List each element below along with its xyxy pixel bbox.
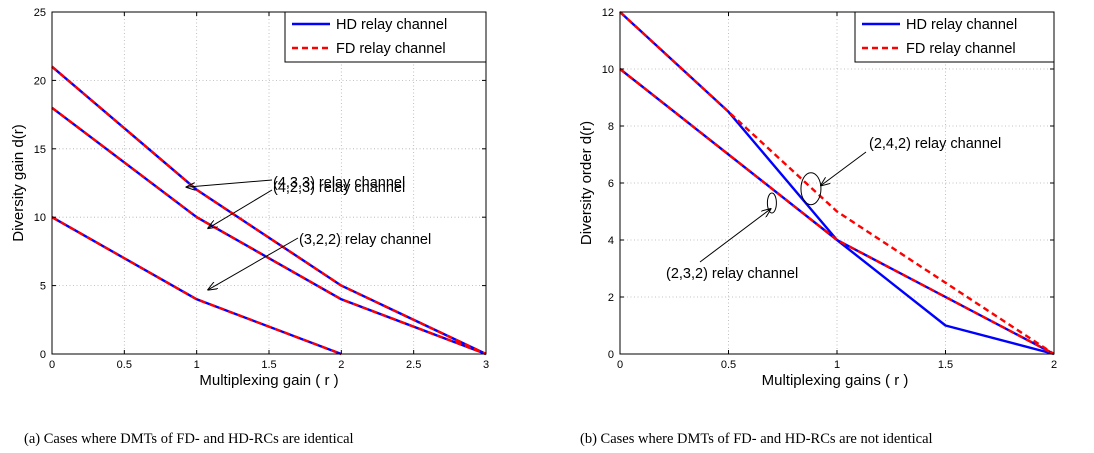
chart-a: 0 0.5 1 1.5 2 2.5 3 0 5 10 15 20 25 (4,3,3) relay ch… <box>10 7 489 447</box>
fd-series-line-433 <box>51 65 487 356</box>
annotation-arrow <box>208 237 299 290</box>
y-tick-label: 0 <box>40 349 46 361</box>
annotation-label: (3,2,2) relay channel <box>299 232 431 248</box>
y-tick-label: 25 <box>34 7 46 19</box>
y-tick-label: 20 <box>34 75 46 87</box>
chart-b-legend: HD relay channel FD relay channel <box>854 11 1055 63</box>
y-tick-label: 15 <box>34 144 46 156</box>
chart-b-caption: (b) Cases where DMTs of FD- and HD-RCs a… <box>580 431 933 447</box>
annotation-label: (2,3,2) relay channel <box>666 266 798 282</box>
y-tick-label: 10 <box>34 212 46 224</box>
x-tick-label: 2 <box>1051 359 1057 371</box>
fd-series-line-232 <box>619 68 1055 356</box>
chart-a-legend-fd-label: FD relay channel <box>336 41 446 57</box>
x-tick-label: 1 <box>834 359 840 371</box>
chart-a-annotations: (4,3,3) relay channel(4,2,3) relay chann… <box>187 175 431 290</box>
chart-b-series <box>619 11 1055 356</box>
annotation-arrow <box>699 209 771 263</box>
x-tick-label: 0.5 <box>721 359 736 371</box>
x-tick-label: 1.5 <box>261 359 276 371</box>
y-tick-label: 4 <box>608 235 614 247</box>
chart-b-x-label: Multiplexing gains ( r ) <box>762 372 909 389</box>
y-tick-label: 5 <box>40 281 46 293</box>
annotation-label: (2,4,2) relay channel <box>869 136 1001 152</box>
x-tick-label: 0 <box>617 359 623 371</box>
x-tick-label: 3 <box>483 359 489 371</box>
y-tick-label: 0 <box>608 349 614 361</box>
chart-b: 0 0.5 1 1.5 2 0 2 4 6 8 10 12 (2,4,2) relay channel… <box>578 7 1057 447</box>
y-tick-label: 12 <box>602 7 614 19</box>
chart-b-legend-fd-label: FD relay channel <box>906 41 1016 57</box>
y-tick-label: 6 <box>608 178 614 190</box>
fd-series-line-423 <box>51 106 487 356</box>
chart-a-y-label: Diversity gain d(r) <box>10 124 27 242</box>
hd-series-line-433 <box>51 65 487 356</box>
chart-a-caption: (a) Cases where DMTs of FD- and HD-RCs a… <box>24 431 354 447</box>
fd-series-line-322 <box>51 216 342 356</box>
annotation-ellipse <box>800 172 822 206</box>
chart-a-x-label: Multiplexing gain ( r ) <box>199 372 338 389</box>
x-tick-label: 0 <box>49 359 55 371</box>
annotation-arrow <box>821 151 867 186</box>
chart-b-legend-box <box>854 11 1055 63</box>
chart-b-ticks: 0 0.5 1 1.5 2 0 2 4 6 8 10 12 <box>602 7 1057 371</box>
chart-b-grid <box>620 12 1054 354</box>
chart-a-legend: HD relay channel FD relay channel <box>284 11 487 63</box>
x-tick-label: 2.5 <box>406 359 421 371</box>
y-tick-label: 8 <box>608 121 614 133</box>
chart-a-ticks: 0 0.5 1 1.5 2 2.5 3 0 5 10 15 20 25 <box>34 7 489 371</box>
annotation-arrow <box>208 189 273 228</box>
annotation-label: (4,2,3) relay channel <box>273 180 405 196</box>
x-tick-label: 1 <box>194 359 200 371</box>
chart-a-series <box>51 65 487 356</box>
chart-a-legend-box <box>284 11 487 63</box>
x-tick-label: 2 <box>338 359 344 371</box>
y-tick-label: 10 <box>602 64 614 76</box>
chart-b-annotations: (2,4,2) relay channel (2,3,2) relay chann… <box>666 136 1001 282</box>
chart-b-legend-hd-label: HD relay channel <box>906 17 1017 33</box>
chart-b-y-label: Diversity order d(r) <box>578 121 595 245</box>
chart-a-legend-hd-label: HD relay channel <box>336 17 447 33</box>
annotation-arrow <box>187 179 273 187</box>
y-tick-label: 2 <box>608 292 614 304</box>
x-tick-label: 0.5 <box>117 359 132 371</box>
fd-series-line-242 <box>619 11 1055 356</box>
annotation-label: (4,3,3) relay channel <box>273 175 405 191</box>
x-tick-label: 1.5 <box>938 359 953 371</box>
chart-a-grid <box>52 12 486 354</box>
